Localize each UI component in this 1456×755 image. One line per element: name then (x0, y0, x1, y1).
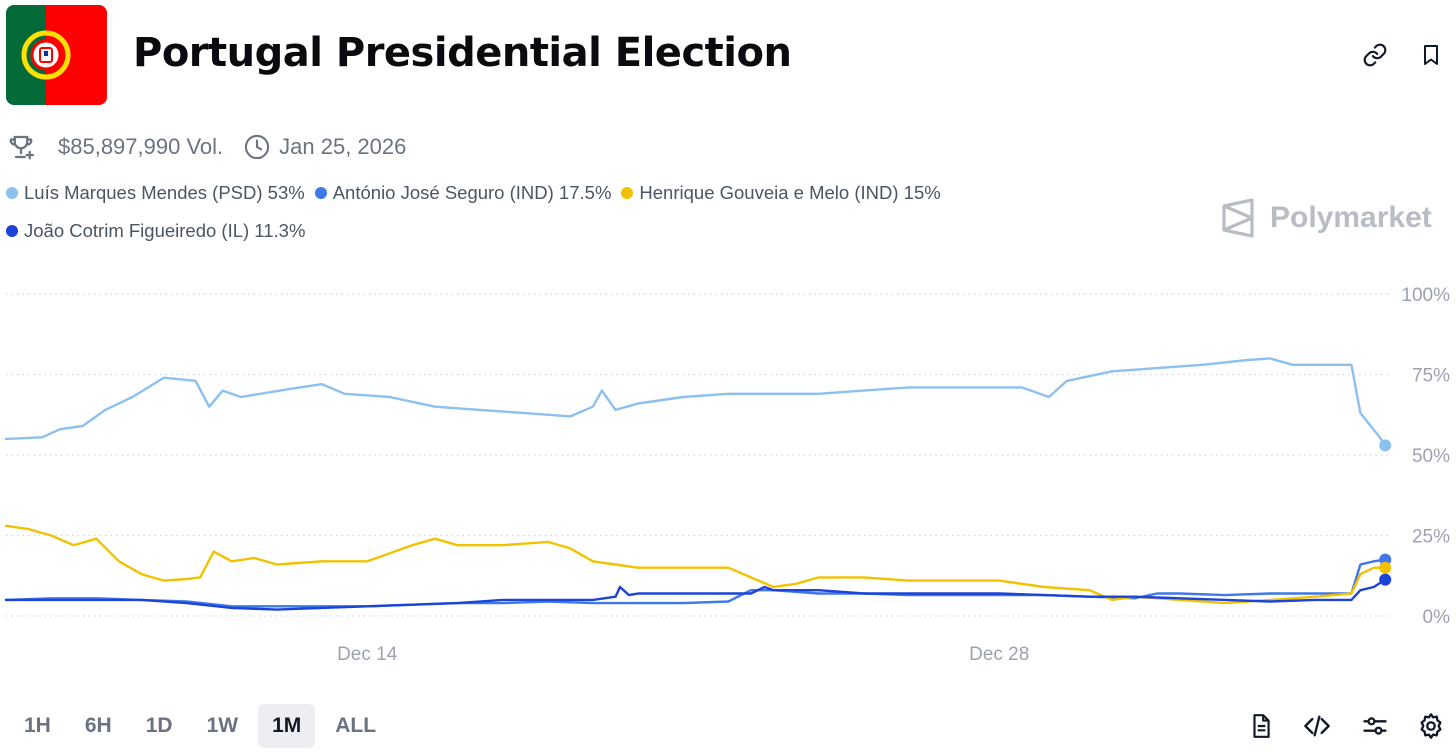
link-icon (1363, 43, 1387, 67)
volume-text: $85,897,990 Vol. (58, 134, 224, 159)
document-icon (1253, 714, 1270, 738)
range-6h-button[interactable]: 6H (84, 714, 112, 737)
bookmark-button[interactable] (1416, 40, 1446, 70)
chart-series (4, 357, 1387, 611)
gear-icon (1420, 713, 1442, 739)
market-meta: $85,897,990 Vol. Jan 25, 2026 (6, 130, 406, 164)
chart-legend-row-2: João Cotrim Figueiredo (IL) 11.3% (6, 220, 315, 242)
code-icon (1304, 715, 1330, 737)
legend-dot-seguro (314, 187, 327, 199)
embed-button[interactable] (1300, 709, 1334, 743)
legend-item-seguro[interactable]: António José Seguro (IND) 17.5% (314, 182, 612, 204)
sliders-icon (1363, 717, 1387, 735)
series-line-2 (4, 524, 1387, 605)
range-all-button[interactable]: ALL (335, 714, 377, 737)
end-date-text: Jan 25, 2026 (279, 134, 407, 159)
range-1w-button[interactable]: 1W (206, 714, 239, 737)
legend-label-mendes: Luís Marques Mendes (PSD) 53% (24, 182, 305, 203)
trophy-icon (6, 132, 36, 162)
y-tick-label: 75% (1412, 366, 1450, 387)
price-chart[interactable]: 100% 75% 50% 25% 0% Dec 14 Dec 28 (0, 270, 1456, 670)
legend-dot-gouveia (621, 187, 634, 199)
legend-label-seguro: António José Seguro (IND) 17.5% (332, 182, 612, 203)
x-tick-label: Dec 28 (969, 644, 1029, 665)
legend-item-mendes[interactable]: Luís Marques Mendes (PSD) 53% (6, 182, 305, 204)
chart-end-markers (1379, 439, 1392, 586)
chart-y-axis: 100% 75% 50% 25% 0% (1401, 285, 1450, 628)
legend-dot-figueiredo (6, 225, 18, 237)
series-line-3 (4, 578, 1387, 611)
y-tick-label: 50% (1412, 446, 1450, 467)
legend-dot-mendes (6, 187, 18, 199)
range-1m-button[interactable]: 1M (258, 704, 316, 748)
portugal-flag-icon (6, 5, 107, 105)
rules-button[interactable] (1244, 709, 1278, 743)
chart-x-axis: Dec 14 Dec 28 (337, 644, 1029, 665)
y-tick-label: 0% (1423, 607, 1451, 628)
y-tick-label: 100% (1401, 285, 1450, 306)
settings-button[interactable] (1414, 709, 1448, 743)
copy-link-button[interactable] (1360, 40, 1390, 70)
series-line-0 (4, 357, 1387, 447)
legend-label-figueiredo: João Cotrim Figueiredo (IL) 11.3% (24, 220, 306, 241)
legend-item-figueiredo[interactable]: João Cotrim Figueiredo (IL) 11.3% (6, 220, 305, 242)
time-range-selector: 1H 6H 1D 1W 1M ALL (10, 704, 390, 748)
bookmark-icon (1424, 45, 1438, 65)
range-1h-button[interactable]: 1H (24, 714, 51, 737)
polymarket-logo: Polymarket (1220, 198, 1432, 238)
y-tick-label: 25% (1412, 527, 1450, 548)
series-end-dot-2 (1379, 561, 1392, 574)
brand-name: Polymarket (1270, 201, 1432, 234)
page-title: Portugal Presidential Election (133, 30, 792, 76)
range-1d-button[interactable]: 1D (145, 714, 173, 737)
polymarket-icon (1222, 198, 1254, 238)
x-tick-label: Dec 14 (337, 644, 398, 665)
legend-item-gouveia[interactable]: Henrique Gouveia e Melo (IND) 15% (621, 182, 941, 204)
clock-icon (243, 133, 271, 161)
chart-controls-button[interactable] (1358, 709, 1392, 743)
chart-legend-row-1: Luís Marques Mendes (PSD) 53% António Jo… (6, 182, 951, 204)
series-line-1 (4, 558, 1387, 608)
series-end-dot-0 (1379, 439, 1392, 452)
legend-label-gouveia: Henrique Gouveia e Melo (IND) 15% (639, 182, 941, 203)
series-end-dot-3 (1379, 573, 1392, 586)
